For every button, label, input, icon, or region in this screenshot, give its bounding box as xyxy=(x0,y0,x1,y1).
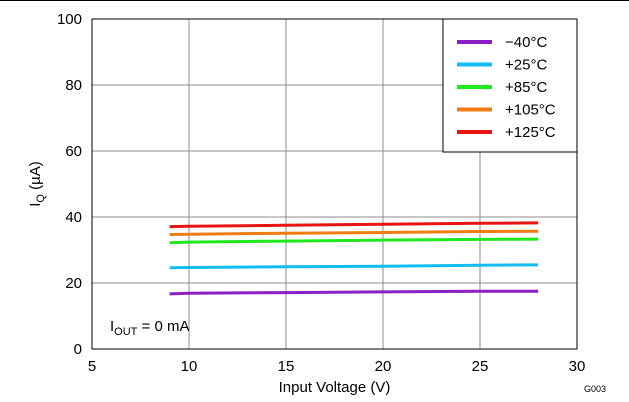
x-tick-label: 30 xyxy=(569,358,586,375)
y-tick-labels: 0 20 40 60 80 100 xyxy=(57,11,82,358)
x-tick-label: 15 xyxy=(278,358,295,375)
iout-annotation-rest: = 0 mA xyxy=(137,318,189,335)
x-tick-label: 20 xyxy=(375,358,392,375)
series-line xyxy=(169,221,539,229)
x-axis-label: Input Voltage (V) xyxy=(279,379,391,396)
y-tick-label: 100 xyxy=(57,11,82,28)
legend: −40°C +25°C +85°C +105°C +125°C xyxy=(442,18,578,153)
top-rule xyxy=(0,0,629,1)
series-line xyxy=(169,289,539,296)
x-tick-label: 5 xyxy=(88,358,96,375)
iout-annotation: IOUT = 0 mA xyxy=(110,318,190,338)
legend-label: +25°C xyxy=(505,57,547,74)
y-axis-label-sub: Q xyxy=(35,194,47,203)
y-axis-label: IQ (µA) xyxy=(27,161,47,207)
plot-frame xyxy=(91,18,578,350)
series-lines xyxy=(169,221,539,296)
legend-label: −40°C xyxy=(505,34,547,51)
iout-annotation-main: I xyxy=(110,318,114,335)
y-tick-label: 40 xyxy=(65,209,82,226)
y-tick-label: 80 xyxy=(65,77,82,94)
y-tick-label: 0 xyxy=(74,341,82,358)
figure-id: G003 xyxy=(584,384,606,394)
x-tick-label: 25 xyxy=(472,358,489,375)
y-tick-label: 60 xyxy=(65,143,82,160)
iout-annotation-sub: OUT xyxy=(114,326,138,338)
y-axis-label-unit: (µA) xyxy=(27,161,44,194)
y-axis-label-main: I xyxy=(27,203,44,207)
x-tick-labels: 5 10 15 20 25 30 xyxy=(88,358,586,375)
x-tick-label: 10 xyxy=(181,358,198,375)
series-line xyxy=(169,263,539,270)
legend-label: +85°C xyxy=(505,79,547,96)
series-line xyxy=(169,237,539,245)
legend-label: +105°C xyxy=(505,102,556,119)
series-line xyxy=(169,229,539,236)
legend-label: +125°C xyxy=(505,124,556,141)
y-tick-label: 20 xyxy=(65,275,82,292)
